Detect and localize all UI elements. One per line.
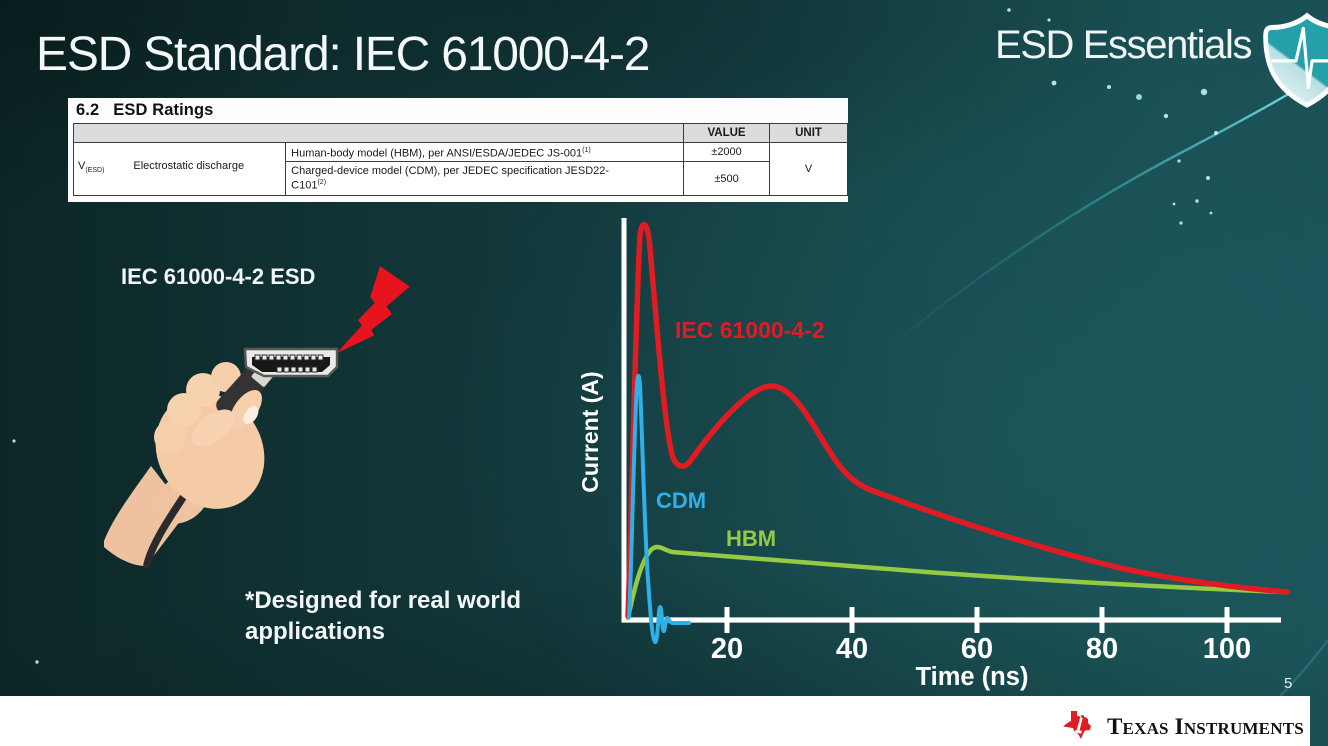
- svg-text:40: 40: [836, 633, 868, 665]
- svg-text:IEC 61000-4-2: IEC 61000-4-2: [675, 317, 825, 343]
- svg-text:60: 60: [961, 633, 993, 665]
- svg-text:HBM: HBM: [726, 526, 776, 551]
- svg-text:80: 80: [1086, 633, 1118, 665]
- svg-text:CDM: CDM: [656, 488, 706, 513]
- svg-text:20: 20: [711, 633, 743, 665]
- svg-text:100: 100: [1203, 633, 1251, 665]
- svg-text:Time (ns): Time (ns): [916, 663, 1029, 691]
- svg-text:Current (A): Current (A): [577, 371, 603, 492]
